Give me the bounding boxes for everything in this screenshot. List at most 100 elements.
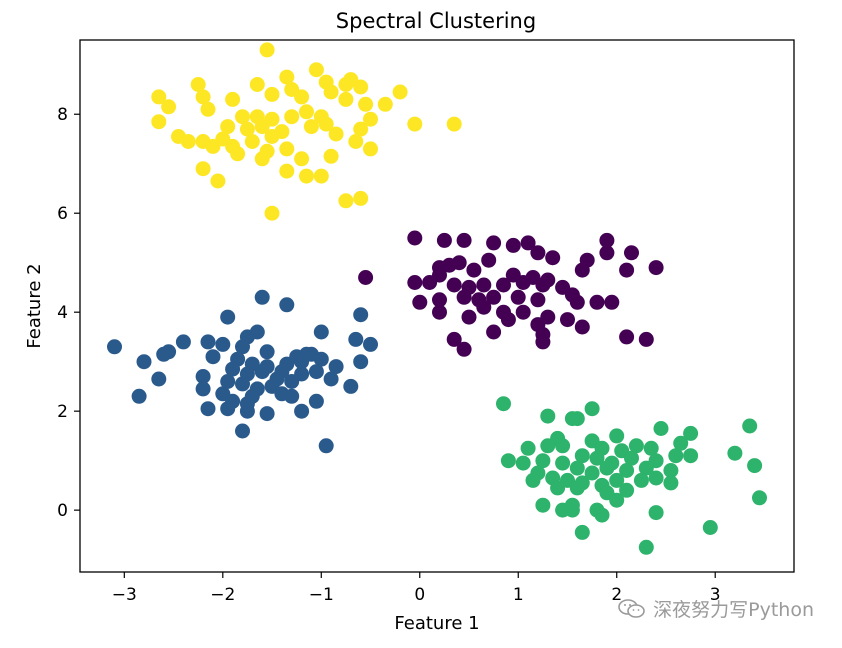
data-point-cluster-1 (215, 336, 231, 352)
y-tick-label: 6 (57, 204, 68, 224)
data-point-cluster-1 (220, 401, 236, 417)
data-point-cluster-2 (254, 151, 270, 167)
data-point-cluster-3 (535, 453, 551, 469)
data-point-cluster-3 (589, 450, 605, 466)
data-point-cluster-3 (525, 472, 541, 488)
data-point-cluster-3 (520, 440, 536, 456)
x-tick-label: 3 (710, 585, 721, 605)
data-point-cluster-1 (279, 297, 295, 313)
data-point-cluster-3 (643, 440, 659, 456)
data-point-cluster-2 (264, 205, 280, 221)
data-point-cluster-0 (481, 252, 497, 268)
x-tick-label: −1 (309, 585, 334, 605)
x-tick-label: 2 (611, 585, 622, 605)
data-point-cluster-0 (476, 299, 492, 315)
data-point-cluster-3 (609, 492, 625, 508)
watermark-text: 深夜努力写Python (653, 599, 814, 621)
data-point-cluster-3 (564, 411, 580, 427)
data-point-cluster-2 (338, 91, 354, 107)
data-point-cluster-0 (432, 267, 447, 283)
data-point-cluster-2 (190, 77, 206, 92)
data-point-cluster-2 (358, 96, 374, 112)
data-point-cluster-2 (284, 109, 300, 125)
data-point-cluster-1 (107, 339, 122, 355)
data-point-cluster-0 (500, 312, 516, 328)
data-point-cluster-3 (599, 460, 615, 476)
x-tick-label: −2 (210, 585, 235, 605)
data-point-cluster-1 (225, 361, 241, 377)
data-point-cluster-2 (230, 146, 246, 162)
data-point-cluster-3 (540, 438, 556, 454)
data-point-cluster-2 (377, 96, 393, 112)
data-point-cluster-0 (432, 292, 447, 308)
data-point-cluster-2 (279, 141, 295, 157)
data-point-cluster-3 (594, 507, 610, 523)
data-point-cluster-1 (259, 344, 275, 360)
data-point-cluster-0 (624, 245, 639, 261)
data-point-cluster-1 (200, 401, 216, 417)
data-point-cluster-1 (235, 339, 250, 355)
data-point-cluster-0 (520, 235, 536, 251)
data-point-cluster-3 (638, 539, 654, 555)
data-point-cluster-3 (663, 463, 679, 478)
data-point-cluster-1 (284, 388, 300, 404)
data-point-cluster-0 (486, 289, 502, 305)
data-point-cluster-3 (500, 453, 516, 469)
data-point-cluster-0 (515, 275, 531, 290)
data-point-cluster-1 (200, 334, 216, 350)
data-point-cluster-2 (279, 69, 295, 85)
data-point-cluster-2 (299, 104, 314, 120)
data-point-cluster-1 (318, 438, 334, 454)
data-point-cluster-3 (619, 482, 635, 498)
data-point-cluster-3 (628, 438, 644, 454)
data-point-cluster-1 (235, 376, 250, 392)
data-point-cluster-2 (225, 91, 241, 107)
data-point-cluster-3 (673, 435, 689, 451)
data-point-cluster-2 (254, 119, 270, 135)
data-point-cluster-3 (496, 396, 511, 412)
data-point-cluster-2 (294, 89, 310, 105)
data-point-cluster-1 (363, 336, 378, 352)
data-point-cluster-1 (131, 388, 147, 404)
x-tick-label: −3 (112, 585, 137, 605)
data-point-cluster-2 (210, 173, 226, 189)
wechat-icon (618, 598, 645, 618)
data-point-cluster-0 (476, 277, 492, 293)
data-point-cluster-3 (747, 458, 763, 474)
data-point-cluster-3 (569, 480, 585, 496)
data-point-cluster-2 (279, 163, 295, 179)
x-tick-label: 0 (414, 585, 425, 605)
data-point-cluster-3 (653, 421, 669, 436)
data-point-cluster-0 (604, 294, 620, 310)
data-point-cluster-0 (436, 232, 452, 248)
data-point-cluster-1 (323, 371, 339, 387)
data-point-cluster-1 (284, 374, 300, 389)
data-point-cluster-0 (569, 294, 585, 310)
data-point-cluster-3 (555, 438, 571, 454)
data-point-cluster-0 (560, 312, 575, 328)
data-point-cluster-3 (648, 470, 664, 486)
data-point-cluster-0 (545, 250, 561, 266)
data-point-cluster-1 (294, 403, 310, 419)
data-point-cluster-1 (205, 349, 221, 365)
data-point-cluster-2 (235, 109, 250, 125)
data-point-cluster-3 (609, 472, 625, 488)
data-point-cluster-0 (648, 260, 664, 276)
data-point-cluster-2 (303, 119, 319, 135)
data-point-cluster-3 (638, 460, 654, 476)
data-point-cluster-0 (486, 324, 502, 340)
data-point-cluster-0 (407, 230, 423, 246)
data-point-cluster-2 (343, 72, 359, 88)
y-tick-label: 2 (57, 402, 68, 422)
data-point-cluster-2 (318, 116, 334, 132)
data-point-cluster-0 (505, 237, 521, 253)
data-point-cluster-2 (195, 89, 211, 105)
data-point-cluster-0 (358, 270, 374, 285)
data-point-cluster-2 (353, 121, 369, 137)
data-point-cluster-2 (338, 193, 354, 209)
data-point-cluster-2 (323, 84, 339, 100)
data-point-cluster-3 (752, 490, 767, 506)
data-point-cluster-2 (151, 89, 167, 105)
data-point-cluster-0 (574, 319, 590, 335)
data-point-cluster-3 (702, 520, 718, 535)
